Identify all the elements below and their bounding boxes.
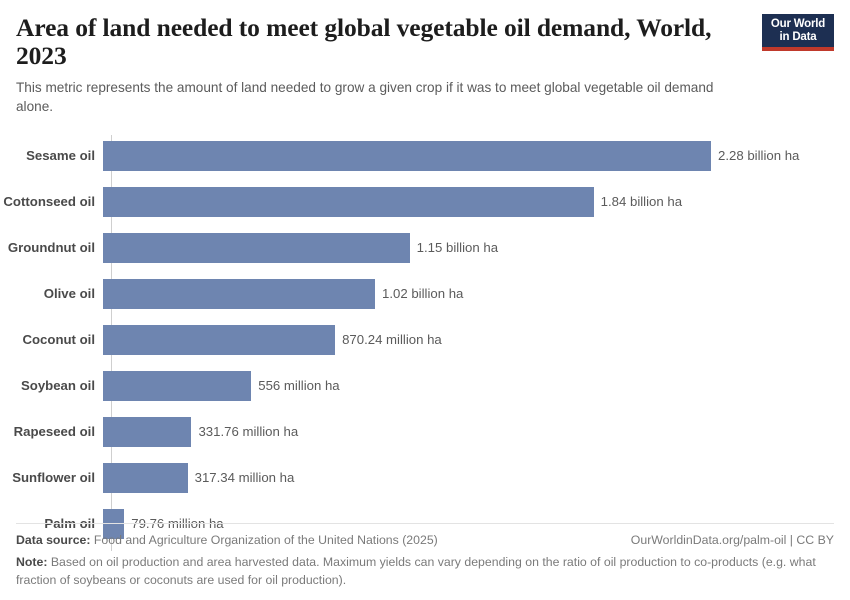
bar-track: 331.76 million ha [103,416,850,447]
bar-category-label: Sesame oil [26,148,95,164]
data-source: Data source: Food and Agriculture Organi… [16,533,438,547]
bar-value-label: 331.76 million ha [198,424,299,440]
data-source-text: Food and Agriculture Organization of the… [90,533,438,548]
bar-row[interactable]: Groundnut oil 1.15 billion ha [0,225,850,271]
bar-row[interactable]: Sesame oil 2.28 billion ha [0,133,850,179]
bar-category-label: Olive oil [43,286,95,302]
bar-value-label: 870.24 million ha [342,332,442,348]
chart-note: Note: Based on oil production and area h… [16,554,834,590]
bar-track: 317.34 million ha [103,462,850,493]
bar-value-label: 317.34 million ha [194,470,295,486]
bar-track: 1.84 billion ha [103,186,850,217]
bar-row[interactable]: Soybean oil 556 million ha [0,363,850,409]
logo-line-1: Our World [770,18,826,30]
bar-value-label: 2.28 billion ha [718,148,800,164]
bar-category-label: Soybean oil [20,378,95,394]
chart-header: Area of land needed to meet global veget… [0,0,850,117]
bar-row[interactable]: Olive oil 1.02 billion ha [0,271,850,317]
bar-category-label: Cottonseed oil [3,194,95,210]
bar-chart: Sesame oil 2.28 billion ha Cottonseed oil 1… [0,133,850,553]
bar-value-label: 1.84 billion ha [600,194,683,210]
page-title: Area of land needed to meet global veget… [16,13,712,71]
bar-value-label: 1.15 billion ha [416,240,499,256]
bar-value-label: 556 million ha [258,378,340,394]
bar-category-label: Groundnut oil [7,240,95,256]
note-label: Note: [16,555,48,570]
bar-row[interactable]: Cottonseed oil 1.84 billion ha [0,179,850,225]
bar[interactable] [103,186,594,217]
bar[interactable] [103,462,188,493]
our-world-in-data-logo[interactable]: Our World in Data [762,14,834,52]
bar[interactable] [103,370,252,401]
data-source-label: Data source: [16,533,91,548]
logo-line-2: in Data [779,31,817,44]
bar-rows-container: Sesame oil 2.28 billion ha Cottonseed oil 1… [0,133,850,547]
bar-track: 1.02 billion ha [103,278,850,309]
owid-link[interactable]: OurWorldinData.org/palm-oil | CC BY [630,533,834,548]
bar-track: 1.15 billion ha [103,232,850,263]
footer-source-row: Data source: Food and Agriculture Organi… [16,533,834,547]
bar[interactable] [103,416,192,447]
bar-row[interactable]: Sunflower oil 317.34 million ha [0,455,850,501]
bar[interactable] [103,140,711,171]
bar-category-label: Sunflower oil [12,470,95,486]
note-text: Based on oil production and area harvest… [16,555,816,588]
bar-category-label: Coconut oil [22,332,95,348]
bar-track: 2.28 billion ha [103,140,850,171]
chart-subtitle: This metric represents the amount of lan… [16,80,714,115]
bar[interactable] [103,278,375,309]
bar-track: 556 million ha [103,370,850,401]
bar-value-label: 1.02 billion ha [382,286,464,302]
bar-row[interactable]: Coconut oil 870.24 million ha [0,317,850,363]
chart-footer: Data source: Food and Agriculture Organi… [16,523,834,590]
bar-category-label: Rapeseed oil [13,424,95,440]
bar[interactable] [103,232,410,263]
bar[interactable] [103,324,336,355]
bar-row[interactable]: Rapeseed oil 331.76 million ha [0,409,850,455]
bar-track: 870.24 million ha [103,324,850,355]
